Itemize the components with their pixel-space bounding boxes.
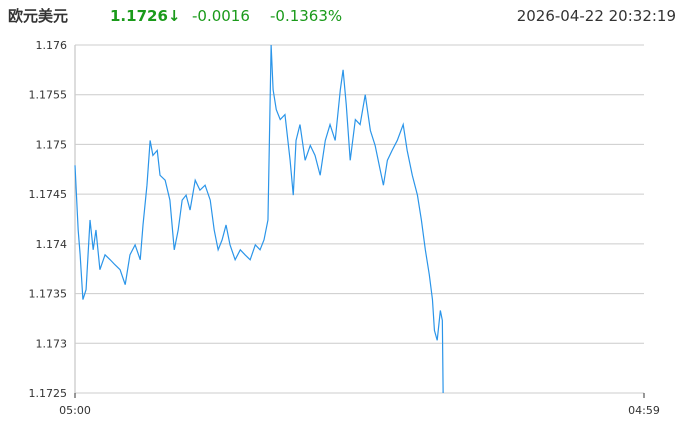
x-tick-label: 04:59	[628, 404, 660, 417]
price-line	[74, 44, 444, 394]
change: -0.0016	[192, 7, 250, 25]
price: 1.1726↓	[110, 7, 180, 25]
y-tick-label: 1.1745	[29, 188, 68, 201]
y-tick-label: 1.173	[36, 337, 68, 350]
y-tick-label: 1.174	[36, 238, 68, 251]
instrument-name: 欧元美元	[8, 7, 68, 25]
x-tick-label: 05:00	[59, 404, 91, 417]
y-tick-label: 1.176	[36, 39, 68, 52]
change-percent: -0.1363%	[270, 7, 342, 25]
y-tick-label: 1.1725	[29, 387, 68, 400]
y-tick-label: 1.1735	[29, 288, 68, 301]
y-tick-label: 1.175	[36, 138, 68, 151]
y-tick-label: 1.1755	[29, 89, 68, 102]
datetime: 2026-04-22 20:32:19	[517, 7, 676, 25]
